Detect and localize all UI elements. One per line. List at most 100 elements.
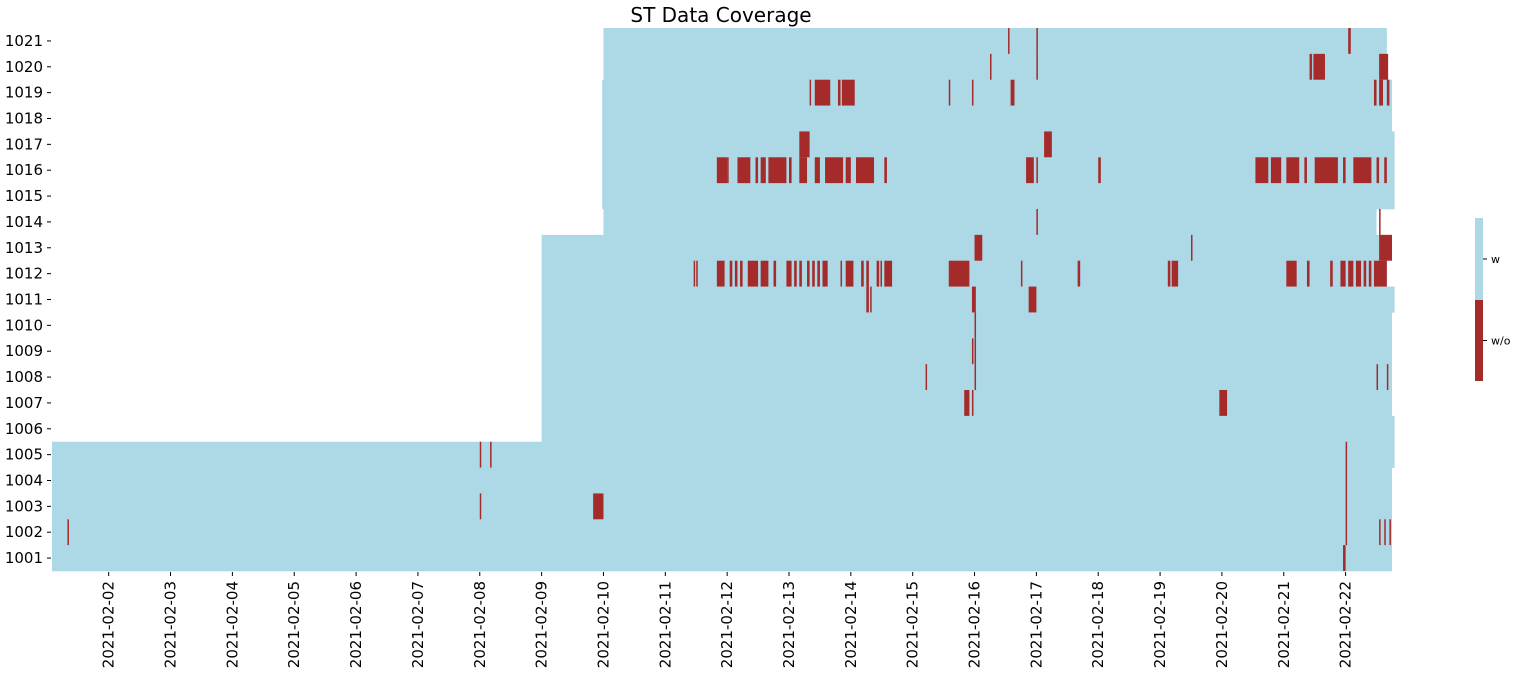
- gap-cell-1012: [1363, 260, 1367, 287]
- gap-cell-1005: [490, 441, 492, 468]
- coverage-band-1008: [541, 364, 1392, 391]
- gap-cell-1012: [807, 260, 810, 287]
- x-tick-label: 2021-02-11: [656, 581, 674, 668]
- gap-cell-1012: [734, 260, 738, 287]
- gap-cell-1004: [1345, 467, 1348, 494]
- gap-cell-1016: [1098, 157, 1101, 184]
- gap-cell-1012: [799, 260, 802, 287]
- y-tick-label: 1014: [5, 213, 43, 231]
- gap-cell-1012: [866, 260, 869, 287]
- y-tick-label: 1011: [5, 291, 43, 309]
- gap-cell-1020: [990, 53, 992, 80]
- coverage-band-1015: [602, 183, 1395, 210]
- gap-cell-1019: [1373, 79, 1377, 106]
- gap-cell-1016: [1376, 157, 1380, 184]
- gap-cell-1016: [789, 157, 792, 184]
- gap-cell-1009: [974, 338, 977, 365]
- colorbar: w w/o: [1475, 218, 1511, 381]
- x-tick-label: 2021-02-22: [1337, 581, 1355, 668]
- gap-cell-1014: [1379, 209, 1381, 235]
- gap-cell-1016: [1286, 157, 1300, 184]
- coverage-band-1017: [602, 131, 1395, 158]
- gap-cell-1013: [1191, 234, 1193, 261]
- gap-cell-1003: [1345, 493, 1348, 520]
- gap-cell-1007: [971, 390, 974, 416]
- x-tick-label: 2021-02-09: [533, 581, 551, 668]
- gap-cell-1012: [817, 260, 820, 287]
- gap-cell-1002: [1379, 519, 1381, 546]
- gap-cell-1012: [1167, 260, 1171, 287]
- x-tick-label: 2021-02-19: [1151, 581, 1169, 668]
- gap-cell-1012: [1373, 260, 1387, 287]
- x-tick-label: 2021-02-10: [594, 581, 612, 668]
- y-tick-label: 1013: [5, 239, 43, 257]
- y-tick-label: 1002: [5, 523, 43, 541]
- coverage-band-1010: [541, 312, 1392, 339]
- gap-cell-1009: [971, 338, 974, 365]
- coverage-band-1004: [52, 467, 1392, 494]
- y-tick-label: 1020: [5, 58, 43, 76]
- coverage-band-1001: [52, 545, 1392, 572]
- gap-cell-1012: [696, 260, 698, 287]
- coverage-band-1006: [541, 415, 1395, 443]
- gap-cell-1012: [716, 260, 725, 287]
- gap-cell-1012: [760, 260, 769, 287]
- coverage-band-1011: [541, 286, 1395, 313]
- gap-cell-1008: [925, 364, 928, 390]
- gap-cell-1012: [880, 260, 882, 287]
- gap-cell-1016: [845, 157, 851, 184]
- gap-cell-1012: [1355, 260, 1362, 287]
- gap-cell-1012: [884, 260, 893, 287]
- gap-cell-1016: [825, 157, 844, 184]
- gap-cell-1012: [845, 260, 854, 287]
- x-tick-label: 2021-02-13: [780, 581, 798, 668]
- coverage-band-1021: [603, 28, 1387, 55]
- gap-cell-1003: [593, 493, 604, 520]
- gap-cell-1012: [1020, 260, 1023, 287]
- x-tick-label: 2021-02-14: [842, 581, 860, 668]
- x-tick-label: 2021-02-03: [162, 581, 180, 668]
- y-tick-label: 1019: [5, 84, 43, 102]
- y-tick-label: 1009: [5, 342, 43, 360]
- gap-cell-1012: [1348, 260, 1354, 287]
- gap-cell-1012: [1340, 260, 1346, 287]
- gap-cell-1012: [786, 260, 792, 287]
- gap-cell-1008: [974, 364, 977, 390]
- gap-cell-1016: [799, 157, 808, 184]
- gap-cell-1020: [1379, 53, 1389, 80]
- colorbar-label-w: w: [1491, 253, 1500, 266]
- x-tick-label: 2021-02-05: [285, 581, 303, 668]
- gap-cell-1016: [1343, 157, 1346, 184]
- gap-cell-1007: [964, 390, 970, 416]
- y-tick-label: 1006: [5, 420, 43, 438]
- gap-cell-1021: [1348, 28, 1351, 54]
- x-tick-label: 2021-02-04: [223, 581, 241, 668]
- gap-cell-1012: [861, 260, 864, 287]
- y-tick-label: 1008: [5, 368, 43, 386]
- x-tick-label: 2021-02-02: [100, 581, 118, 668]
- gap-cell-1016: [727, 157, 729, 184]
- gap-cell-1001: [1343, 545, 1346, 571]
- gap-cell-1020: [1309, 53, 1313, 80]
- gap-cell-1012: [729, 260, 733, 287]
- gap-cell-1016: [1314, 157, 1338, 184]
- x-tick-label: 2021-02-15: [904, 581, 922, 668]
- y-tick-label: 1016: [5, 161, 43, 179]
- gap-cell-1013: [1379, 234, 1392, 261]
- gap-cell-1017: [1044, 131, 1052, 158]
- coverage-band-1018: [602, 105, 1392, 132]
- colorbar-wo-swatch: [1475, 300, 1483, 381]
- gap-cell-1019: [841, 79, 855, 106]
- gap-cell-1012: [1077, 260, 1081, 287]
- gap-cell-1016: [737, 157, 751, 184]
- coverage-band-1005: [52, 441, 1395, 468]
- gap-cell-1016: [768, 157, 787, 184]
- x-axis: 2021-02-02 2021-02-03 2021-02-04 2021-02-05…: [100, 572, 1355, 668]
- colorbar-w-swatch: [1475, 218, 1483, 300]
- coverage-band-1014: [603, 209, 1377, 236]
- gap-cell-1012: [1368, 260, 1372, 287]
- y-tick-label: 1015: [5, 187, 43, 205]
- gap-cell-1012: [948, 260, 970, 287]
- x-tick-label: 2021-02-08: [471, 581, 489, 668]
- gap-cell-1019: [1386, 79, 1390, 106]
